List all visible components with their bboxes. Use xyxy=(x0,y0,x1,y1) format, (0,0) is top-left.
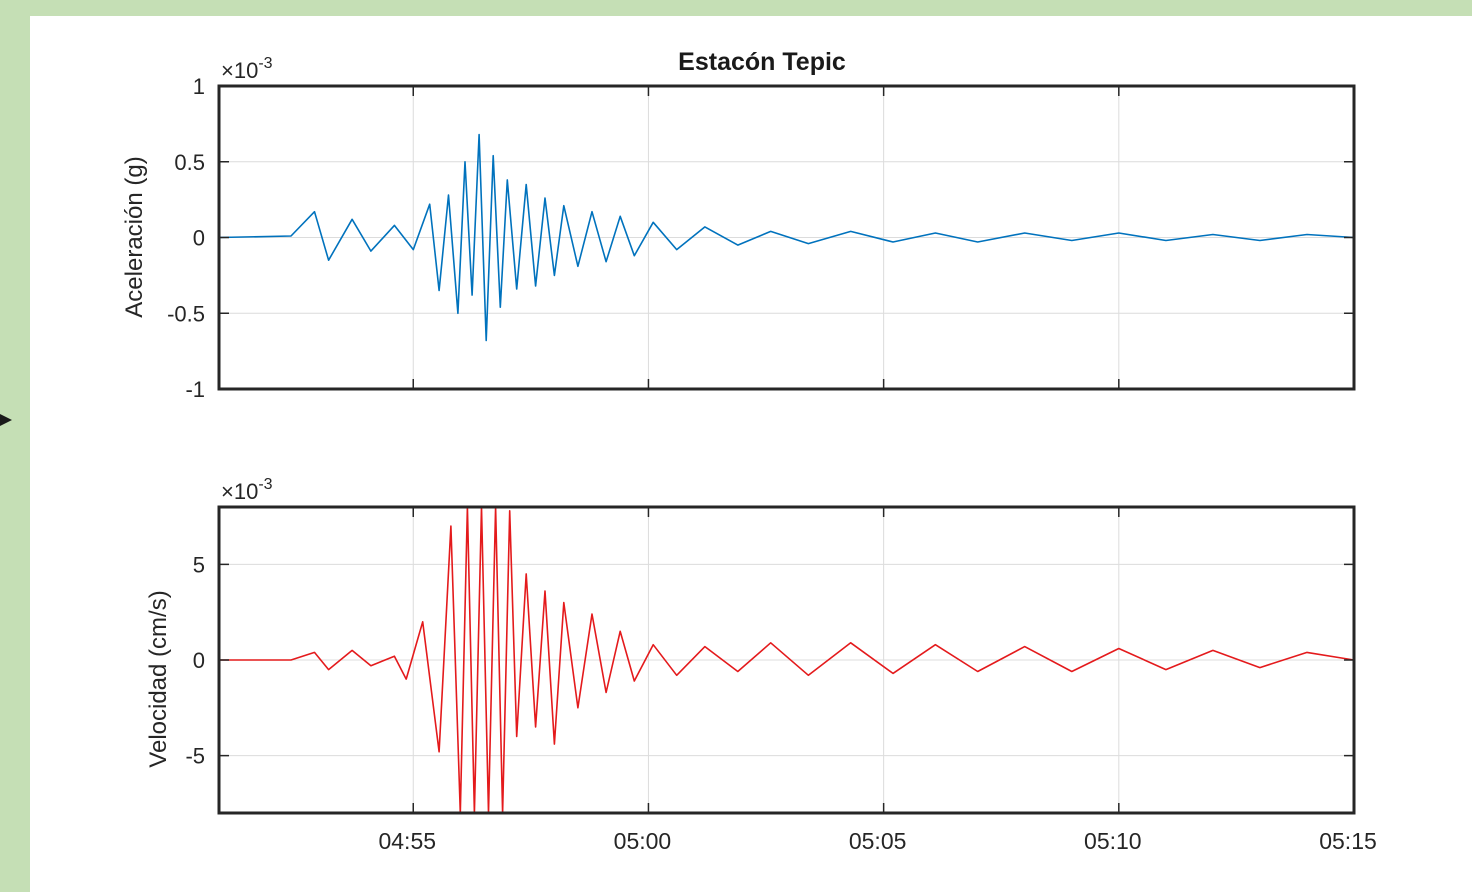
acceleration-y-tick-label: 1 xyxy=(193,74,205,99)
time-tick-label: 04:55 xyxy=(378,828,436,854)
time-tick-label: 05:00 xyxy=(614,828,672,854)
velocity-y-tick-label: -5 xyxy=(185,744,205,769)
acceleration-y-tick-label: -1 xyxy=(185,377,205,402)
velocity-exponent-label: ×10-3 xyxy=(221,476,273,504)
velocity-y-tick-label: 0 xyxy=(193,648,205,673)
chart-title: Estacón Tepic xyxy=(678,48,846,76)
acceleration-exponent-label: ×10-3 xyxy=(221,55,273,83)
time-tick-label: 05:05 xyxy=(849,828,907,854)
acceleration-plot: Estacón Tepic ×10-3 Aceleración (g) -1 -0… xyxy=(121,48,1356,402)
time-tick-label: 05:15 xyxy=(1319,828,1377,854)
acceleration-y-tick-label: 0.5 xyxy=(174,150,205,175)
acceleration-y-axis-label: Aceleración (g) xyxy=(121,156,148,317)
acceleration-axes-frame xyxy=(217,84,1356,391)
velocity-y-tick-label: 5 xyxy=(193,552,205,577)
side-arrow-icon xyxy=(0,414,12,426)
acceleration-y-tick-label: -0.5 xyxy=(167,301,205,326)
velocity-plot: ×10-3 Velocidad (cm/s) -5 0 5 04:55 05:00 05… xyxy=(145,476,1377,854)
time-tick-label: 05:10 xyxy=(1084,828,1142,854)
velocity-axes-frame xyxy=(217,505,1356,815)
acceleration-y-tick-label: 0 xyxy=(193,226,205,251)
acceleration-series-line xyxy=(219,133,1354,342)
velocity-series-line xyxy=(219,507,1354,813)
velocity-y-axis-label: Velocidad (cm/s) xyxy=(145,590,172,767)
